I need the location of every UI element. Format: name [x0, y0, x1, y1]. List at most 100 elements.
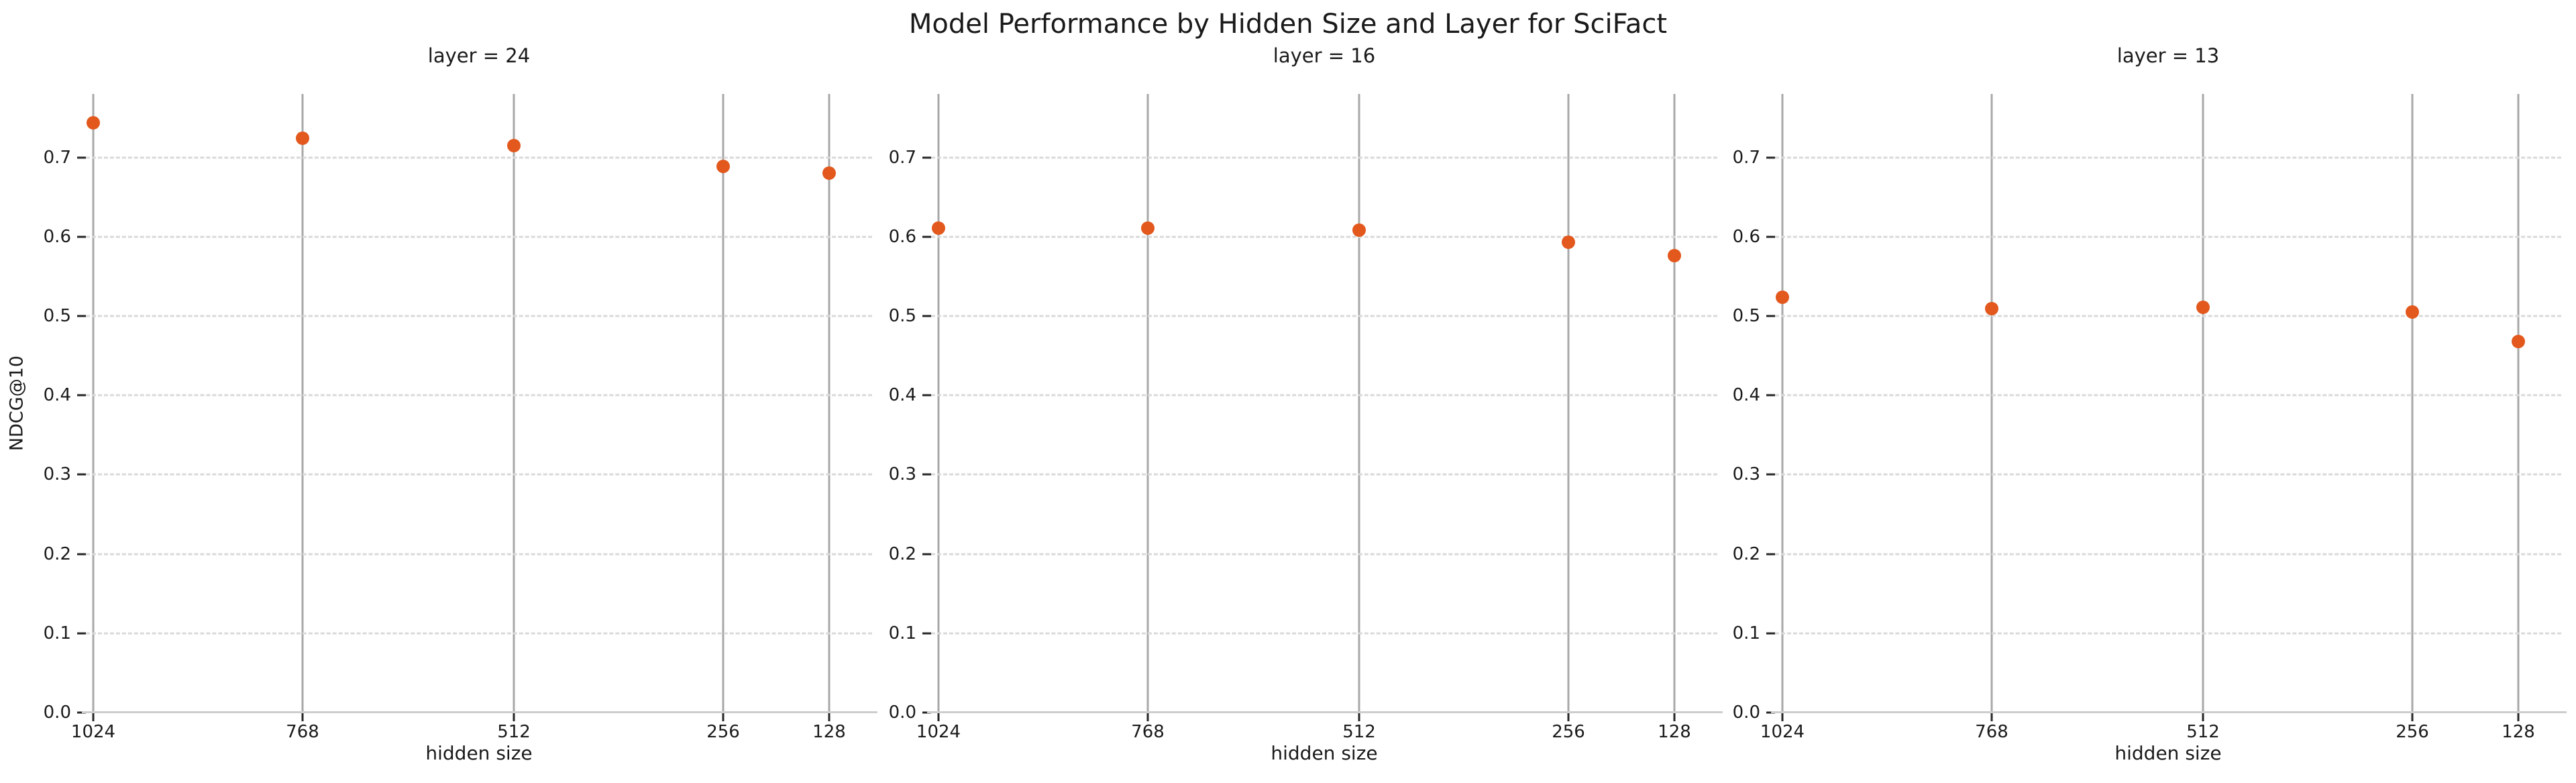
facet-title: layer = 24	[427, 44, 531, 67]
x-axis-line	[1771, 711, 2567, 713]
v-gridline	[513, 94, 515, 713]
facet-title: layer = 13	[2116, 44, 2220, 67]
y-tick-label: 0.0	[43, 702, 71, 723]
facet-panel-layer-16: layer = 16 1024 768 512 256 128 0.0 0.1 0.2 0.3 0…	[889, 0, 1723, 783]
y-tick	[922, 394, 931, 397]
v-gridline	[1990, 94, 1993, 713]
x-tick-label: 768	[1131, 722, 1165, 742]
x-tick	[513, 713, 515, 721]
x-tick-label: 128	[812, 722, 846, 742]
v-gridline	[2202, 94, 2204, 713]
y-tick	[77, 473, 86, 476]
h-gridline	[1775, 394, 2561, 397]
y-tick-label: 0.2	[888, 543, 916, 564]
y-tick	[1766, 394, 1775, 397]
x-tick-label: 512	[1342, 722, 1376, 742]
x-tick-label: 768	[286, 722, 319, 742]
v-gridline	[722, 94, 724, 713]
facet-title: layer = 16	[1273, 44, 1376, 67]
v-gridline	[1358, 94, 1360, 713]
v-gridline	[1146, 94, 1149, 713]
h-gridline	[1775, 553, 2561, 556]
facet-panel-layer-13: layer = 13 1024 768 512 256 128 0.0 0.1 0.2 0.3 0…	[1733, 0, 2567, 783]
data-point	[932, 221, 946, 235]
h-gridline	[931, 473, 1717, 476]
h-gridline	[1775, 473, 2561, 476]
plot-area: 1024 768 512 256 128 0.0 0.1 0.2 0.3 0.4 0.5 0.6 0.7	[44, 94, 877, 742]
x-tick	[1990, 713, 1993, 721]
v-gridline	[2517, 94, 2520, 713]
h-gridline	[1775, 236, 2561, 238]
y-tick	[1766, 315, 1775, 317]
x-tick-label: 1024	[916, 722, 961, 742]
h-gridline	[1775, 156, 2561, 159]
y-tick-label: 0.3	[43, 464, 71, 485]
y-tick-label: 0.2	[43, 543, 71, 564]
x-axis-label: hidden size	[425, 742, 533, 764]
v-gridline	[937, 94, 940, 713]
y-tick	[77, 632, 86, 635]
y-tick-label: 0.6	[1732, 226, 1760, 247]
data-point	[822, 166, 836, 180]
x-tick	[1673, 713, 1676, 721]
y-tick	[77, 315, 86, 317]
h-gridline	[86, 553, 872, 556]
h-gridline	[86, 473, 872, 476]
h-gridline	[86, 394, 872, 397]
plot-area: 1024 768 512 256 128 0.0 0.1 0.2 0.3 0.4 0.5 0.6 0.7	[889, 94, 1723, 742]
y-tick-label: 0.0	[1732, 702, 1760, 723]
x-tick	[2202, 713, 2204, 721]
h-gridline	[931, 632, 1717, 635]
h-gridline	[86, 236, 872, 238]
x-tick-label: 256	[706, 722, 740, 742]
h-gridline	[1775, 632, 2561, 635]
y-tick-label: 0.1	[1732, 623, 1760, 643]
y-tick	[922, 156, 931, 159]
x-tick	[1781, 713, 1784, 721]
data-point	[87, 115, 101, 129]
data-point	[1562, 236, 1576, 250]
data-point	[716, 159, 731, 173]
v-gridline	[1781, 94, 1784, 713]
y-tick	[1766, 156, 1775, 159]
y-tick	[1766, 553, 1775, 556]
data-point	[1668, 249, 1681, 263]
x-tick	[1146, 713, 1149, 721]
v-gridline	[828, 94, 830, 713]
plot-area: 1024 768 512 256 128 0.0 0.1 0.2 0.3 0.4 0.5 0.6 0.7	[1733, 94, 2567, 742]
y-tick-label: 0.3	[1732, 464, 1760, 485]
y-tick	[77, 156, 86, 159]
x-tick-label: 128	[1658, 722, 1691, 742]
data-point	[2406, 305, 2420, 319]
x-tick	[1567, 713, 1570, 721]
x-tick	[92, 713, 95, 721]
y-tick	[922, 711, 931, 714]
h-gridline	[86, 156, 872, 159]
y-tick	[77, 236, 86, 238]
y-tick	[1766, 473, 1775, 476]
y-tick	[922, 315, 931, 317]
y-tick	[922, 553, 931, 556]
y-tick	[1766, 236, 1775, 238]
x-axis-label: hidden size	[1271, 742, 1378, 764]
y-tick-label: 0.6	[888, 226, 916, 247]
y-tick-label: 0.5	[888, 305, 916, 326]
y-tick	[1766, 711, 1775, 714]
facet-panel-layer-24: layer = 24 1024 768 512 256 128 0.0 0.1 0.2 0.3 0…	[44, 0, 877, 783]
h-gridline	[931, 156, 1717, 159]
v-gridline	[301, 94, 304, 713]
y-tick-label: 0.1	[43, 623, 71, 643]
x-tick	[1358, 713, 1360, 721]
y-tick-label: 0.0	[888, 702, 916, 723]
y-tick-label: 0.2	[1732, 543, 1760, 564]
v-gridline	[2411, 94, 2414, 713]
y-axis-label: NDCG@10	[6, 355, 28, 452]
h-gridline	[931, 236, 1717, 238]
y-tick-label: 0.4	[43, 385, 71, 406]
h-gridline	[931, 315, 1717, 317]
data-point	[1985, 302, 1998, 316]
h-gridline	[86, 632, 872, 635]
x-tick	[301, 713, 304, 721]
x-tick-label: 512	[2186, 722, 2220, 742]
